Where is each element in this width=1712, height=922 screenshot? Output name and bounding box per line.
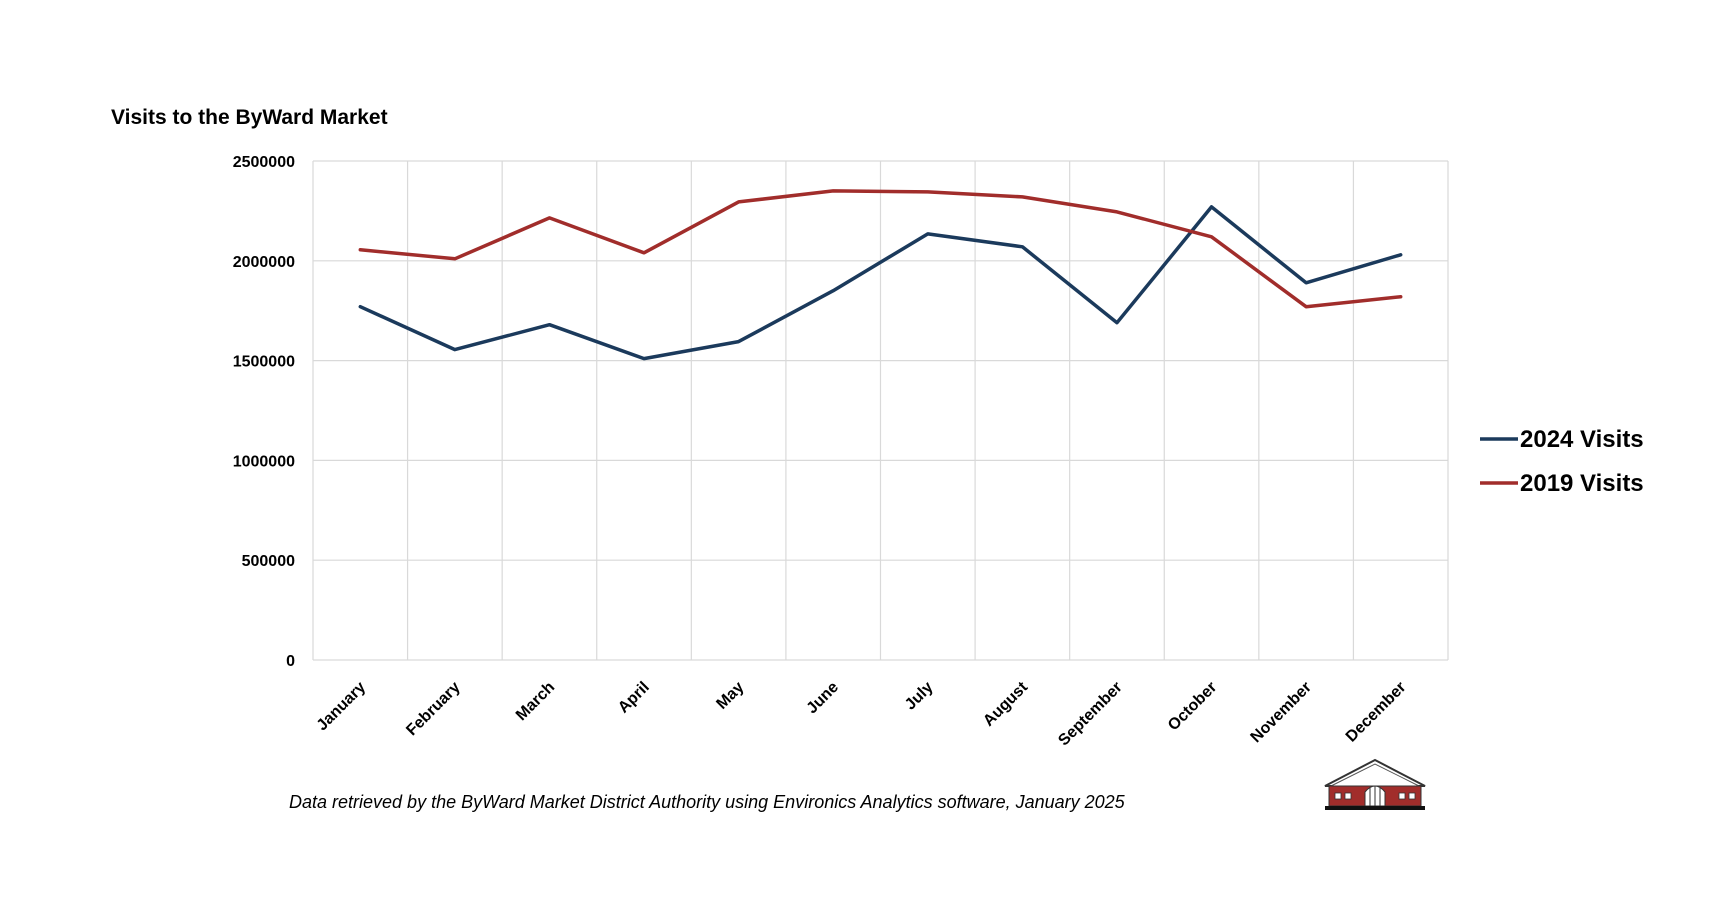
- x-tick-label: March: [513, 679, 558, 724]
- x-tick-label: December: [1343, 679, 1410, 746]
- chart-title: Visits to the ByWard Market: [111, 106, 388, 129]
- grid: [312, 160, 1449, 661]
- y-axis: 0 500000 1000000 1500000 2000000 2500000: [233, 154, 295, 670]
- series-line-0: [358, 205, 1403, 361]
- byward-market-building-icon: [1324, 758, 1426, 810]
- x-tick-label: July: [902, 679, 937, 714]
- legend-label: 2024 Visits: [1520, 426, 1644, 453]
- legend-label: 2019 Visits: [1520, 470, 1644, 497]
- x-tick-label: February: [403, 679, 464, 740]
- x-tick-label: October: [1165, 679, 1220, 734]
- y-tick-label: 0: [286, 653, 295, 670]
- x-tick-label: April: [615, 679, 653, 717]
- x-axis: January February March April May June July Augu…: [314, 678, 1410, 749]
- source-note: Data retrieved by the ByWard Market Dist…: [289, 792, 1126, 812]
- series-line-1: [358, 189, 1403, 309]
- legend: 2024 Visits 2019 Visits: [1480, 426, 1644, 497]
- y-tick-label: 500000: [242, 553, 295, 570]
- y-tick-label: 1000000: [233, 453, 295, 470]
- series-lines: [358, 189, 1403, 361]
- y-tick-label: 1500000: [233, 354, 295, 371]
- x-tick-label: January: [314, 679, 369, 734]
- x-tick-label: September: [1055, 679, 1126, 750]
- x-tick-label: June: [804, 679, 842, 717]
- y-tick-label: 2500000: [233, 154, 295, 171]
- y-tick-label: 2000000: [233, 254, 295, 271]
- x-tick-label: August: [980, 678, 1031, 729]
- x-tick-label: May: [713, 679, 747, 713]
- x-tick-label: November: [1248, 679, 1315, 746]
